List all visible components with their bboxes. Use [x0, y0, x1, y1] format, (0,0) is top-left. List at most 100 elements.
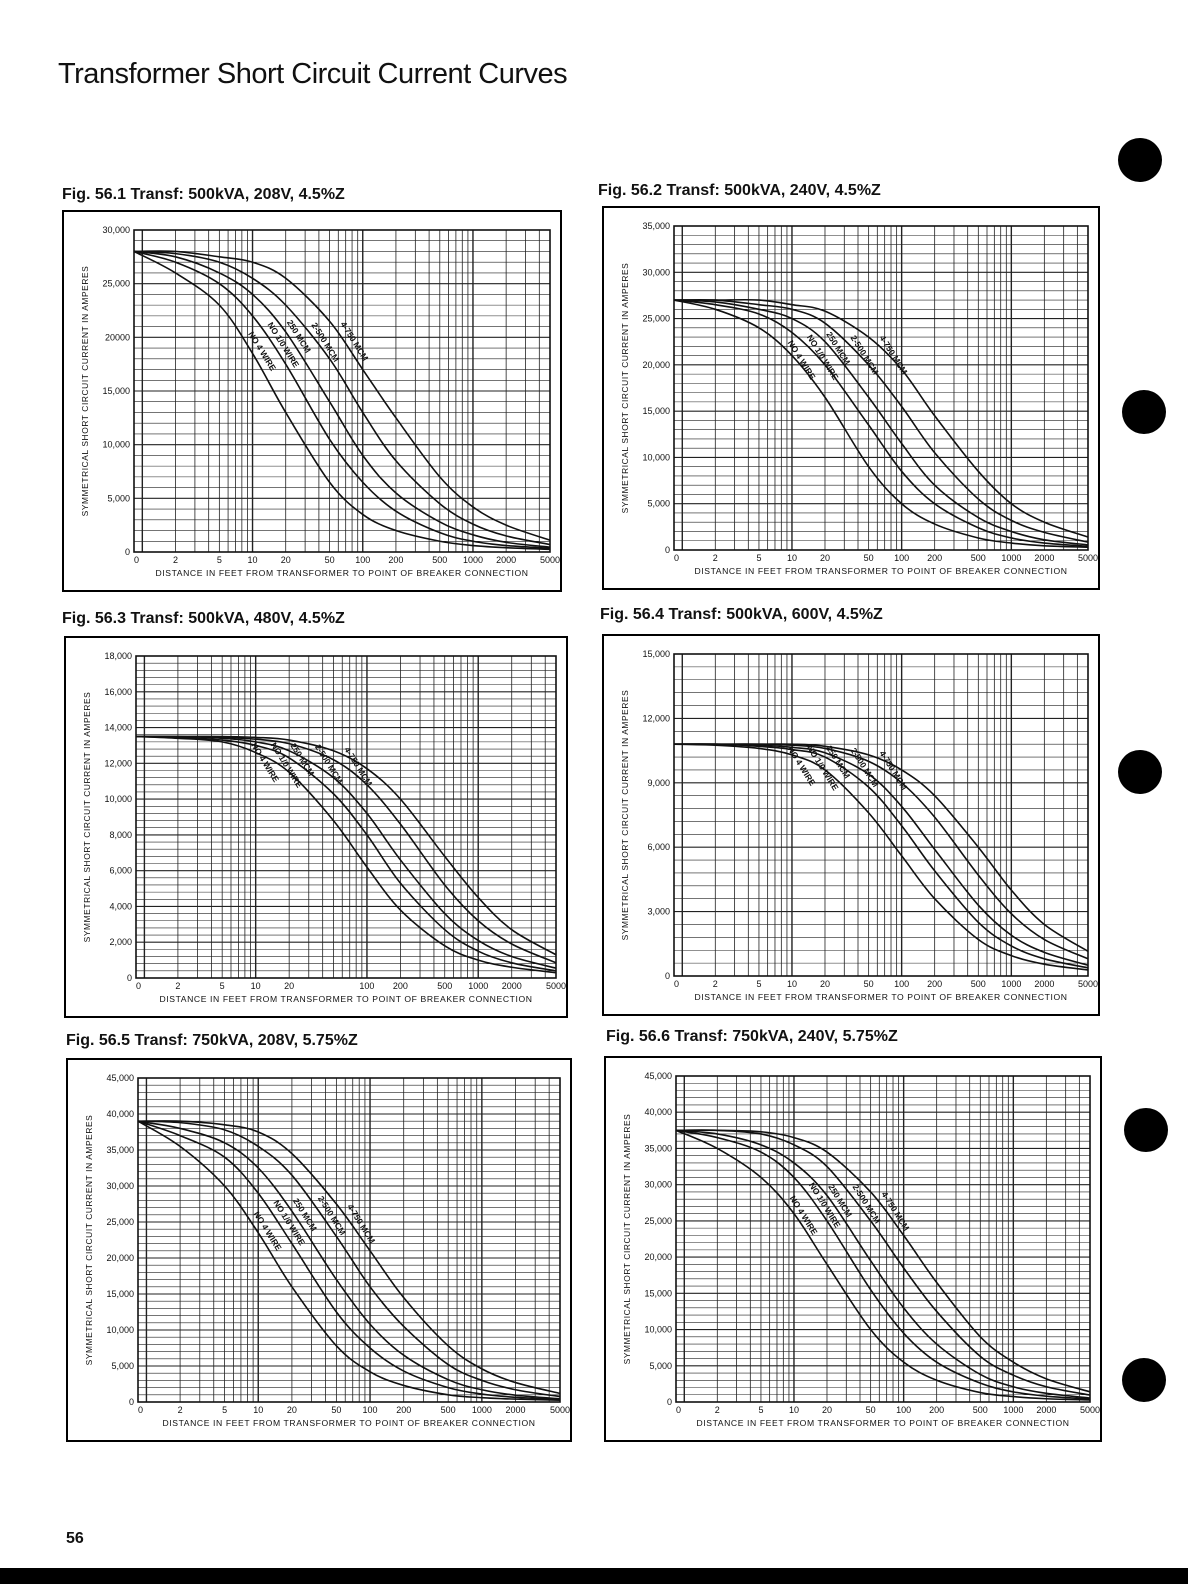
- x-tick-labels: 0 2 5 10 20 100 200 500 1000 2000 5000: [136, 981, 566, 991]
- y-tick-label: 5,000: [111, 1361, 134, 1371]
- series-line-no-4-wire: [673, 743, 1089, 971]
- horizontal-grid: [136, 655, 556, 979]
- y-tick-label: 25,000: [642, 314, 670, 324]
- page-number: 56: [66, 1530, 84, 1547]
- horizontal-grid: [138, 1077, 560, 1403]
- x-axis-label: DISTANCE IN FEET FROM TRANSFORMER TO POI…: [159, 994, 532, 1004]
- x-tick-label: 200: [393, 981, 408, 991]
- y-tick-label: 5,000: [649, 1361, 672, 1371]
- y-tick-label: 45,000: [106, 1073, 134, 1083]
- x-tick-label: 10: [789, 1405, 799, 1415]
- x-tick-label: 20: [287, 1405, 297, 1415]
- y-tick-label: 16,000: [104, 687, 132, 697]
- x-tick-label: 200: [396, 1405, 411, 1415]
- y-tick-label: 35,000: [642, 221, 670, 231]
- x-tick-label: 100: [896, 1405, 911, 1415]
- series-line-2-500-mcm: [133, 250, 551, 546]
- x-tick-labels: 0 2 5 10 20 50 100 200 500 1000 2000 5000: [134, 555, 560, 565]
- y-tick-label: 0: [127, 973, 132, 983]
- fig-56-6-caption: Fig. 56.6 Transf: 750kVA, 240V, 5.75%Z: [606, 1028, 898, 1045]
- x-tick-label: 2000: [1034, 979, 1054, 989]
- x-tick-label: 500: [973, 1405, 988, 1415]
- fig-56-3-chart: 0 2,000 4,000 6,000 8,000 10,000 12,000 14,000 1…: [64, 636, 568, 1018]
- x-tick-label: 0: [134, 555, 139, 565]
- x-tick-label: 50: [331, 1405, 341, 1415]
- y-tick-label: 25,000: [102, 279, 130, 289]
- plot-area: [135, 655, 557, 979]
- x-axis-label: DISTANCE IN FEET FROM TRANSFORMER TO POI…: [694, 992, 1067, 1002]
- y-tick-label: 2,000: [109, 937, 132, 947]
- fig-56-4-chart: 0 3,000 6,000 9,000 12,000 15,000 0 2 5 10 20 50 100…: [602, 634, 1100, 1016]
- y-axis-label: SYMMETRICAL SHORT CIRCUIT CURRENT IN AMP…: [622, 1114, 632, 1365]
- y-tick-label: 35,000: [644, 1143, 672, 1153]
- x-tick-label: 1000: [472, 1405, 492, 1415]
- series-line-2-500-mcm: [674, 743, 1089, 960]
- plot-area: [133, 229, 551, 553]
- y-tick-label: 9,000: [647, 778, 670, 788]
- series-line-2-500-mcm: [137, 1120, 561, 1398]
- x-tick-label: 2: [173, 555, 178, 565]
- y-axis-label: SYMMETRICAL SHORT CIRCUIT CURRENT IN AMP…: [80, 266, 90, 517]
- series-label: 2-500 MCM: [849, 333, 881, 376]
- plot-frame: [675, 1075, 1091, 1403]
- y-tick-label: 20,000: [644, 1252, 672, 1262]
- x-tick-label: 10: [253, 1405, 263, 1415]
- x-tick-label: 2000: [502, 981, 522, 991]
- y-tick-label: 0: [667, 1397, 672, 1407]
- x-tick-labels: 0 2 5 10 20 50 100 200 500 1000 2000 5000: [674, 553, 1098, 563]
- x-axis-label: DISTANCE IN FEET FROM TRANSFORMER TO POI…: [162, 1418, 535, 1428]
- series-line-no-1-0-wire: [137, 1120, 561, 1401]
- fig-56-2-chart: 0 5,000 10,000 15,000 20,000 25,000 30,000 35,0…: [602, 206, 1100, 590]
- x-tick-label: 1000: [468, 981, 488, 991]
- x-tick-label: 20: [284, 981, 294, 991]
- y-tick-label: 0: [129, 1397, 134, 1407]
- y-tick-label: 0: [665, 971, 670, 981]
- plot-frame: [673, 653, 1089, 977]
- x-tick-label: 0: [136, 981, 141, 991]
- punch-hole-5: [1122, 1358, 1166, 1402]
- punch-hole-2: [1122, 390, 1166, 434]
- series-label: 2-500 MCM: [309, 321, 341, 364]
- vertical-grid: [681, 654, 1089, 976]
- series-label: 4-750 MCM: [877, 333, 909, 376]
- x-tick-label: 50: [866, 1405, 876, 1415]
- y-tick-label: 30,000: [106, 1181, 134, 1191]
- y-tick-label: 25,000: [644, 1216, 672, 1226]
- fig-56-2-caption: Fig. 56.2 Transf: 500kVA, 240V, 4.5%Z: [598, 182, 881, 199]
- series-label: 4-750 MCM: [879, 1190, 911, 1233]
- series-line-4-750-mcm: [137, 1120, 561, 1395]
- y-tick-label: 8,000: [109, 830, 132, 840]
- series-line-4-750-mcm: [674, 743, 1089, 952]
- plot-area: [673, 225, 1089, 551]
- fig-56-5-caption: Fig. 56.5 Transf: 750kVA, 208V, 5.75%Z: [66, 1032, 358, 1049]
- x-tick-label: 500: [971, 979, 986, 989]
- y-tick-labels: 0 5,000 10,000 15,000 20000 25,000 30,000: [102, 225, 130, 557]
- series-line-no-1-0-wire: [673, 743, 1089, 969]
- x-tick-label: 2: [713, 553, 718, 563]
- x-tick-labels: 0 2 5 10 20 50 100 200 500 1000 2000 5000: [138, 1405, 570, 1415]
- x-tick-label: 1000: [1003, 1405, 1023, 1415]
- horizontal-grid: [676, 1075, 1090, 1403]
- y-tick-labels: 0 5,000 10,000 15,000 20,000 25,000 30,000 35,0…: [642, 221, 670, 555]
- y-tick-label: 6,000: [109, 866, 132, 876]
- x-tick-label: 10: [787, 979, 797, 989]
- fig-56-4-caption: Fig. 56.4 Transf: 500kVA, 600V, 4.5%Z: [600, 606, 883, 623]
- y-axis-label: SYMMETRICAL SHORT CIRCUIT CURRENT IN AMP…: [620, 263, 630, 514]
- x-tick-label: 5: [217, 555, 222, 565]
- series-line-2-500-mcm: [673, 298, 1089, 543]
- y-tick-label: 30,000: [102, 225, 130, 235]
- y-tick-label: 18,000: [104, 651, 132, 661]
- series-line-no-4-wire: [673, 299, 1089, 549]
- x-tick-label: 0: [674, 553, 679, 563]
- x-tick-label: 500: [437, 981, 452, 991]
- series-line-250-mcm: [675, 1129, 1091, 1399]
- x-tick-label: 0: [674, 979, 679, 989]
- x-tick-label: 200: [927, 553, 942, 563]
- y-tick-label: 4,000: [109, 901, 132, 911]
- punch-hole-1: [1118, 138, 1162, 182]
- x-tick-label: 20: [820, 553, 830, 563]
- y-axis-label: SYMMETRICAL SHORT CIRCUIT CURRENT IN AMP…: [620, 690, 630, 941]
